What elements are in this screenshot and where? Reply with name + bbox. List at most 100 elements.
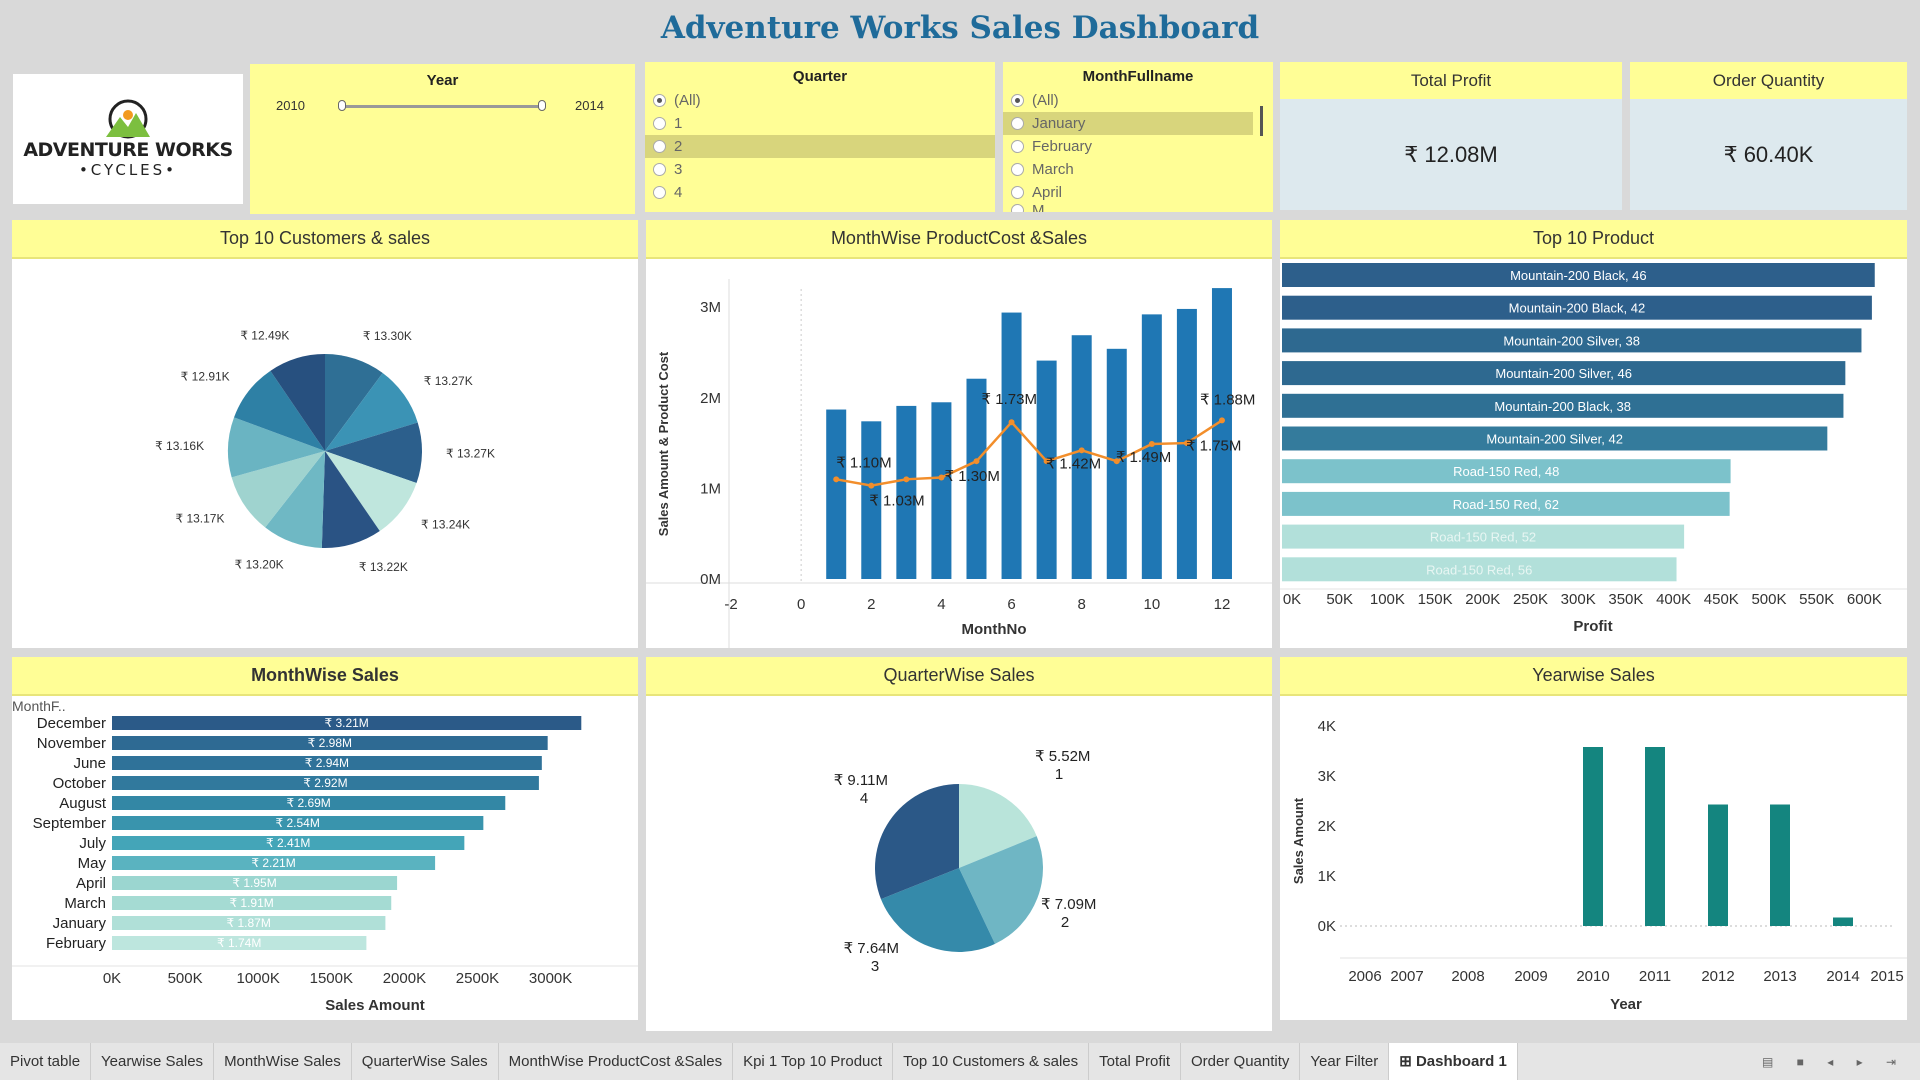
x-tick-label: 550K bbox=[1799, 591, 1834, 608]
quarter-value-label: ₹ 7.64M bbox=[844, 940, 899, 957]
product-cost-label: ₹ 1.42M bbox=[1046, 455, 1101, 472]
quarter-option[interactable]: 2 bbox=[645, 135, 995, 158]
pie-slice bbox=[227, 417, 325, 478]
month-sales-bar bbox=[112, 736, 548, 750]
tab-yearwise-sales[interactable]: Yearwise Sales bbox=[91, 1043, 215, 1080]
product-bar bbox=[1282, 557, 1677, 582]
tab-dashboard-1[interactable]: ⊞ Dashboard 1 bbox=[1389, 1043, 1518, 1080]
quarter-value-label: ₹ 7.09M bbox=[1041, 896, 1096, 913]
radio-icon bbox=[1011, 117, 1024, 130]
pie-slice-label: ₹ 13.20K bbox=[235, 558, 284, 572]
x-tick-label: 2500K bbox=[456, 970, 499, 987]
logo: ADVENTURE WORKS •CYCLES• bbox=[13, 74, 243, 204]
sales-bar bbox=[896, 405, 917, 579]
month-option[interactable]: M... bbox=[1003, 204, 1253, 212]
pie-slice-label: ₹ 13.24K bbox=[421, 518, 470, 532]
pie-slice bbox=[959, 836, 1043, 944]
y-tick-label: 3M bbox=[700, 299, 721, 316]
order-quantity-value: ₹ 60.40K bbox=[1630, 99, 1907, 210]
quarter-value-label: ₹ 9.11M bbox=[834, 772, 888, 789]
quarter-filter-title: Quarter bbox=[792, 68, 848, 85]
x-tick-label: 250K bbox=[1513, 591, 1548, 608]
pie-slice bbox=[880, 868, 996, 952]
quarter-label: 3 bbox=[871, 958, 879, 975]
product-cost-line bbox=[835, 419, 1223, 487]
y-tick-label: 1M bbox=[700, 480, 721, 497]
x-tick-label: 1000K bbox=[237, 970, 280, 987]
yearwise-sales-panel: Yearwise Sales 0K 1K 2K 3K 4K 2006 2007 2008 200… bbox=[1280, 657, 1907, 1020]
quarter-option[interactable]: (All) bbox=[645, 89, 995, 112]
product-bar-label: Mountain-200 Black, 38 bbox=[1494, 399, 1631, 414]
x-tick-label: 350K bbox=[1608, 591, 1643, 608]
tab-order-quantity[interactable]: Order Quantity bbox=[1181, 1043, 1301, 1080]
x-tick-label: 600K bbox=[1847, 591, 1882, 608]
tab-year-filter[interactable]: Year Filter bbox=[1300, 1043, 1390, 1080]
month-sales-label: ₹ 1.74M bbox=[217, 936, 261, 950]
month-filter-scrollbar[interactable] bbox=[1260, 106, 1263, 136]
month-option[interactable]: February bbox=[1003, 135, 1253, 158]
quarter-options: (All) 1 2 3 4 bbox=[645, 89, 995, 204]
quarter-option[interactable]: 1 bbox=[645, 112, 995, 135]
quarter-option[interactable]: 4 bbox=[645, 181, 995, 204]
top-product-panel: Top 10 Product Mountain-200 Black, 46 Mou… bbox=[1280, 220, 1907, 648]
month-option[interactable]: March bbox=[1003, 158, 1253, 181]
year-slider-max-handle[interactable] bbox=[538, 100, 546, 111]
quarter-label: 1 bbox=[1055, 766, 1063, 783]
x-tick-label: 2015 bbox=[1870, 968, 1903, 985]
pie-slice bbox=[325, 422, 422, 484]
month-sales-label: ₹ 2.94M bbox=[305, 756, 349, 770]
tab-quarterwise-sales[interactable]: QuarterWise Sales bbox=[352, 1043, 499, 1080]
x-tick-label: 2013 bbox=[1763, 968, 1796, 985]
y-tick-label: 2K bbox=[1318, 818, 1336, 835]
year-min-label: 2010 bbox=[276, 98, 305, 113]
radio-icon bbox=[653, 186, 666, 199]
month-sales-bar bbox=[112, 836, 465, 850]
radio-icon bbox=[1011, 163, 1024, 176]
tab-monthwise-productcost-sales[interactable]: MonthWise ProductCost &Sales bbox=[499, 1043, 734, 1080]
total-profit-kpi: Total Profit ₹ 12.08M bbox=[1280, 62, 1622, 210]
tab-top-10-customers[interactable]: Top 10 Customers & sales bbox=[893, 1043, 1090, 1080]
year-slider-min-handle[interactable] bbox=[338, 100, 346, 111]
product-cost-label: ₹ 1.30M bbox=[944, 468, 999, 485]
x-tick-label: 200K bbox=[1465, 591, 1500, 608]
x-tick-label: 2000K bbox=[383, 970, 426, 987]
month-label: November bbox=[37, 735, 106, 752]
pie-slice bbox=[231, 451, 325, 528]
x-tick-label: 300K bbox=[1561, 591, 1596, 608]
month-sales-bar bbox=[112, 816, 484, 830]
month-option[interactable]: (All) bbox=[1003, 89, 1253, 112]
top-product-bar-chart: Mountain-200 Black, 46 Mountain-200 Black… bbox=[1280, 263, 1907, 635]
tab-total-profit[interactable]: Total Profit bbox=[1089, 1043, 1182, 1080]
month-sales-label: ₹ 1.87M bbox=[227, 916, 271, 930]
tab-kpi-top-10-product[interactable]: Kpi 1 Top 10 Product bbox=[733, 1043, 894, 1080]
product-cost-label: ₹ 1.03M bbox=[869, 493, 924, 510]
x-axis-title: Year bbox=[1610, 996, 1642, 1013]
quarter-value-label: ₹ 5.52M bbox=[1035, 748, 1090, 765]
month-option[interactable]: January bbox=[1003, 112, 1253, 135]
product-cost-point bbox=[1008, 419, 1015, 426]
y-axis-title: Sales Amount bbox=[1291, 797, 1306, 884]
product-bar-label: Mountain-200 Silver, 46 bbox=[1495, 366, 1632, 381]
x-axis-title: MonthNo bbox=[962, 621, 1027, 638]
y-axis-title: Sales Amount & Product Cost bbox=[656, 351, 671, 536]
x-tick-label: 450K bbox=[1704, 591, 1739, 608]
quarter-option[interactable]: 3 bbox=[645, 158, 995, 181]
tab-pivot-table[interactable]: Pivot table bbox=[0, 1043, 92, 1080]
x-tick-label: 3000K bbox=[529, 970, 572, 987]
month-option[interactable]: April bbox=[1003, 181, 1253, 204]
pie-slice bbox=[325, 451, 417, 532]
product-cost-label: ₹ 1.73M bbox=[982, 391, 1037, 408]
product-bar bbox=[1282, 426, 1828, 451]
year-sales-bar bbox=[1833, 917, 1853, 926]
month-sales-bar bbox=[112, 856, 436, 870]
x-tick-label: 2009 bbox=[1514, 968, 1547, 985]
product-cost-point bbox=[1043, 458, 1050, 465]
tab-monthwise-sales[interactable]: MonthWise Sales bbox=[214, 1043, 352, 1080]
year-slider-track[interactable] bbox=[342, 105, 542, 108]
radio-icon bbox=[1011, 140, 1024, 153]
product-cost-label: ₹ 1.49M bbox=[1116, 449, 1171, 466]
year-sales-bar bbox=[1708, 804, 1728, 926]
tab-navigation-icons[interactable]: ▤ ■ ◂ ▸ ⇥ bbox=[1761, 1054, 1906, 1069]
month-sales-label: ₹ 2.54M bbox=[276, 816, 320, 830]
x-axis-title: Sales Amount bbox=[325, 997, 424, 1014]
